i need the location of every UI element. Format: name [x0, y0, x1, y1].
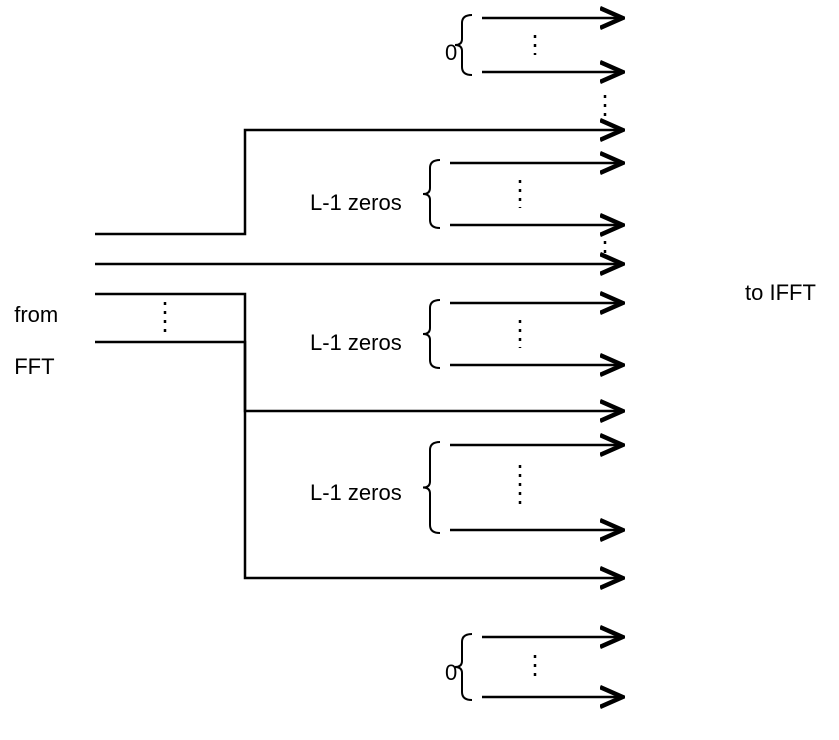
label-fft: FFT — [14, 354, 54, 379]
diagram-svg — [0, 0, 839, 740]
label-lz2: L-1 zeros — [310, 330, 402, 356]
label-from: from — [14, 302, 58, 327]
label-from-fft: from FFT — [2, 276, 58, 380]
label-lz1: L-1 zeros — [310, 190, 402, 216]
label-zero-top: 0 — [445, 40, 457, 66]
label-to-ifft: to IFFT — [745, 280, 816, 306]
label-zero-bottom: 0 — [445, 660, 457, 686]
label-lz3: L-1 zeros — [310, 480, 402, 506]
